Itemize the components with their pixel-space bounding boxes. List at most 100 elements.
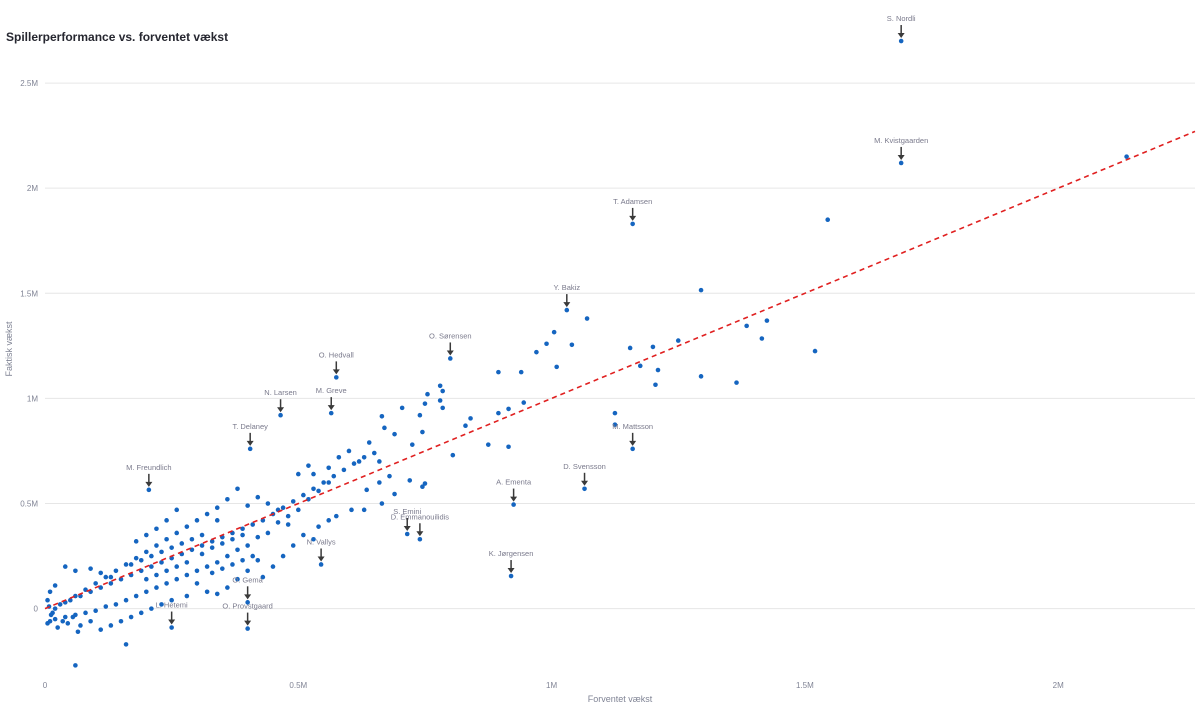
- data-point: [169, 625, 174, 630]
- data-point: [45, 597, 50, 603]
- data-point: [698, 287, 704, 293]
- y-axis-title: Faktisk vækst: [4, 321, 14, 377]
- data-point: [744, 323, 749, 329]
- data-point: [485, 442, 491, 447]
- data-point: [123, 642, 129, 647]
- data-point: [290, 543, 296, 548]
- data-point: [627, 345, 633, 351]
- data-point: [184, 560, 190, 565]
- data-point: [138, 610, 144, 616]
- data-point: [247, 446, 253, 452]
- data-point: [73, 663, 78, 668]
- data-point: [551, 329, 557, 335]
- annotation-arrowhead: [897, 33, 905, 39]
- data-point: [825, 217, 831, 223]
- data-point: [250, 522, 256, 527]
- data-point: [450, 452, 456, 458]
- annotation-label: L. Hetemi: [156, 601, 188, 610]
- data-point: [52, 606, 58, 611]
- x-tick-label: 1.5M: [796, 681, 814, 690]
- data-point: [65, 621, 71, 626]
- data-point: [463, 423, 468, 429]
- data-point: [118, 618, 124, 624]
- data-point: [409, 442, 415, 447]
- annotation-arrowhead: [403, 525, 411, 531]
- data-point: [333, 513, 339, 519]
- annotation-arrowhead: [507, 568, 515, 574]
- data-point: [103, 604, 109, 609]
- data-point: [311, 486, 316, 492]
- data-point: [113, 568, 119, 574]
- annotation-arrowhead: [510, 496, 518, 502]
- data-point: [296, 507, 301, 513]
- data-point: [1124, 154, 1129, 159]
- data-point: [382, 425, 387, 431]
- data-point: [225, 553, 230, 559]
- annotation-label: M. Freundlich: [126, 463, 171, 472]
- data-point: [387, 473, 392, 479]
- y-tick-label: 2.5M: [20, 79, 38, 88]
- data-point: [379, 413, 385, 419]
- data-point: [341, 467, 347, 473]
- data-point: [204, 589, 210, 595]
- data-point: [437, 398, 443, 403]
- x-tick-label: 2M: [1053, 681, 1064, 690]
- data-point: [194, 581, 200, 586]
- data-point: [898, 160, 904, 166]
- annotation-label: D. Emmanouilidis: [391, 512, 450, 521]
- annotation-arrowhead: [244, 594, 252, 600]
- data-point: [280, 553, 286, 559]
- data-point: [306, 463, 311, 468]
- data-point: [655, 367, 661, 373]
- annotation-arrowhead: [629, 215, 637, 221]
- annotation-label: O. Provstgaard: [222, 602, 272, 611]
- data-point: [331, 473, 337, 479]
- data-point: [698, 374, 704, 379]
- data-point: [73, 568, 78, 574]
- data-point: [225, 585, 230, 590]
- annotation-arrowhead: [446, 350, 454, 356]
- data-point: [301, 532, 306, 538]
- data-point: [214, 518, 220, 523]
- annotation-label: N. Larsen: [264, 388, 297, 397]
- data-point: [265, 501, 271, 506]
- data-point: [174, 507, 180, 513]
- data-point: [554, 364, 559, 370]
- annotation-label: O. Hedvall: [319, 350, 354, 359]
- annotation-layer: S. Nordli M. Kvistgaarden T. Adamsen Y. Bak…: [126, 14, 928, 626]
- data-point: [407, 478, 413, 483]
- x-tick-label: 0.5M: [289, 681, 307, 690]
- data-point: [169, 545, 174, 550]
- data-point: [349, 507, 354, 513]
- annotation-arrowhead: [244, 620, 252, 626]
- data-point: [612, 410, 618, 416]
- annotation-arrowhead: [332, 369, 340, 375]
- data-point: [184, 572, 190, 578]
- data-point: [245, 626, 250, 631]
- data-point: [278, 412, 283, 418]
- data-point: [214, 505, 220, 511]
- data-point: [898, 38, 904, 44]
- data-point: [189, 536, 195, 542]
- data-point: [52, 616, 58, 622]
- data-point: [93, 608, 98, 614]
- data-point: [333, 375, 339, 380]
- data-point: [250, 553, 256, 559]
- data-point: [521, 400, 527, 405]
- data-point: [235, 547, 240, 553]
- data-point: [154, 572, 159, 578]
- data-point: [447, 356, 453, 361]
- data-point: [48, 612, 54, 618]
- data-point: [518, 369, 524, 375]
- data-point: [194, 568, 200, 574]
- data-point: [179, 541, 185, 546]
- annotation-arrowhead: [317, 556, 325, 562]
- data-point: [496, 410, 501, 416]
- data-point: [280, 505, 286, 511]
- data-point: [220, 566, 225, 571]
- data-point: [377, 459, 382, 464]
- data-point: [506, 444, 511, 450]
- data-point: [55, 625, 60, 630]
- data-point: [425, 391, 430, 397]
